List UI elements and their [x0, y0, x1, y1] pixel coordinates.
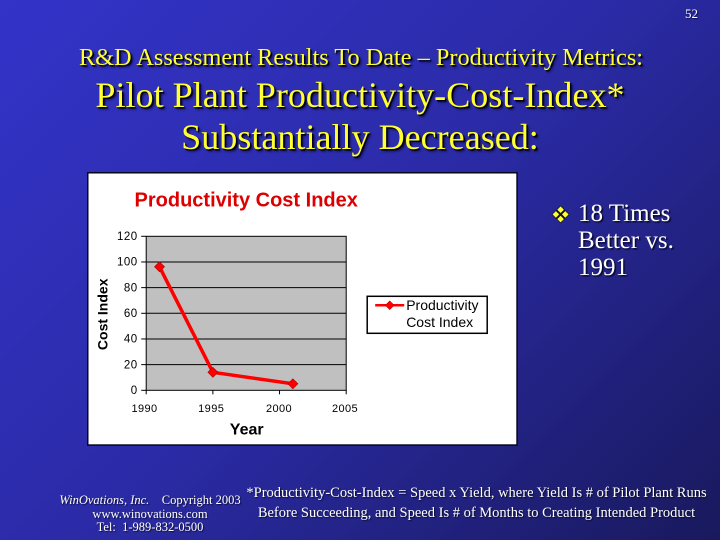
svg-text:120: 120	[117, 231, 138, 243]
svg-text:40: 40	[124, 333, 138, 345]
svg-text:2000: 2000	[266, 402, 292, 414]
svg-text:2005: 2005	[332, 402, 358, 414]
svg-text:1990: 1990	[131, 402, 157, 414]
svg-text:Productivity: Productivity	[406, 296, 478, 312]
svg-text:Year: Year	[230, 421, 264, 438]
svg-text:100: 100	[117, 256, 138, 268]
svg-text:20: 20	[124, 359, 138, 371]
svg-text:Cost Index: Cost Index	[406, 313, 473, 329]
svg-text:60: 60	[124, 308, 138, 320]
svg-text:Productivity Cost Index: Productivity Cost Index	[134, 189, 357, 211]
svg-text:Cost Index: Cost Index	[94, 278, 110, 350]
svg-text:0: 0	[131, 385, 138, 397]
svg-text:1995: 1995	[198, 402, 224, 414]
svg-text:80: 80	[124, 282, 138, 294]
